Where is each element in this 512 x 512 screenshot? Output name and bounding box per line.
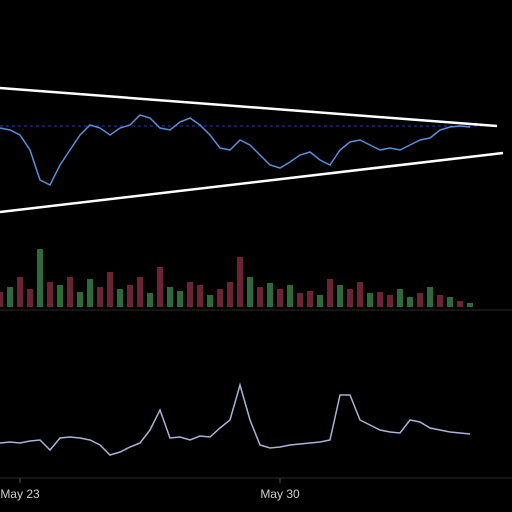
volume-bar xyxy=(27,289,33,307)
volume-bar xyxy=(297,293,303,307)
volume-bar xyxy=(77,292,83,307)
volume-bar xyxy=(357,282,363,307)
volume-bar xyxy=(327,279,333,307)
series-line xyxy=(0,114,471,187)
volume-bar xyxy=(137,277,143,307)
volume-bar xyxy=(207,295,213,307)
volume-bar xyxy=(87,279,93,307)
volume-bar xyxy=(367,293,373,307)
volume-bar xyxy=(127,285,133,307)
volume-bar xyxy=(227,282,233,307)
volume-bar xyxy=(107,272,113,307)
volume-bar xyxy=(447,297,453,307)
volume-bar xyxy=(17,277,23,307)
volume-bar xyxy=(217,289,223,307)
volume-bar xyxy=(187,282,193,307)
volume-bar xyxy=(197,285,203,307)
volume-bar xyxy=(277,289,283,307)
volume-bar xyxy=(407,297,413,307)
volume-bar xyxy=(117,289,123,307)
volume-bar xyxy=(0,292,3,307)
volume-bar xyxy=(397,289,403,307)
volume-bar xyxy=(147,293,153,307)
volume-bar xyxy=(387,295,393,307)
volume-bar xyxy=(337,285,343,307)
volume-bar xyxy=(247,277,253,307)
upper-trendline xyxy=(0,86,498,128)
volume-bar xyxy=(457,301,463,307)
volume-bar xyxy=(67,277,73,307)
volume-bar xyxy=(287,285,293,307)
volume-bar xyxy=(347,289,353,307)
volume-bar xyxy=(157,267,163,307)
volume-bar xyxy=(47,282,53,307)
volume-bar xyxy=(257,287,263,307)
volume-bar xyxy=(317,295,323,307)
x-tick-label: May 30 xyxy=(260,487,300,501)
volume-bar xyxy=(37,249,43,307)
x-tick-label: May 23 xyxy=(0,487,40,501)
series-line xyxy=(0,382,471,456)
volume-bar xyxy=(237,257,243,307)
volume-bar xyxy=(57,285,63,307)
volume-bar xyxy=(307,291,313,307)
volume-bar xyxy=(7,287,13,307)
volume-bar xyxy=(377,292,383,307)
lower-trendline xyxy=(0,151,504,214)
volume-bar xyxy=(417,293,423,307)
volume-bar xyxy=(467,303,473,307)
volume-bar xyxy=(267,283,273,307)
volume-bar xyxy=(427,287,433,307)
volume-bar xyxy=(97,287,103,307)
volume-bar xyxy=(167,287,173,307)
volume-bar xyxy=(177,291,183,307)
volume-bar xyxy=(437,295,443,307)
